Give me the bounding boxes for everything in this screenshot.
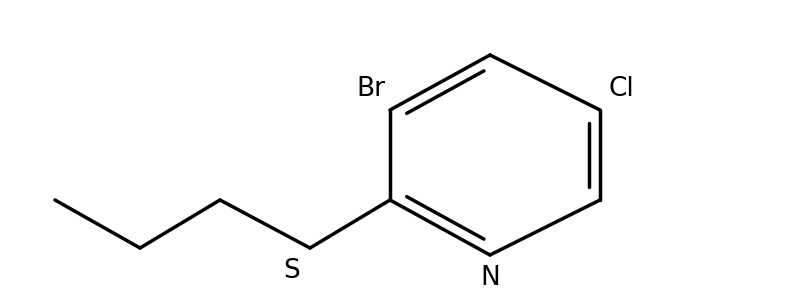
Text: Cl: Cl — [608, 76, 634, 102]
Text: N: N — [480, 265, 500, 291]
Text: Br: Br — [356, 76, 385, 102]
Text: S: S — [283, 258, 300, 284]
